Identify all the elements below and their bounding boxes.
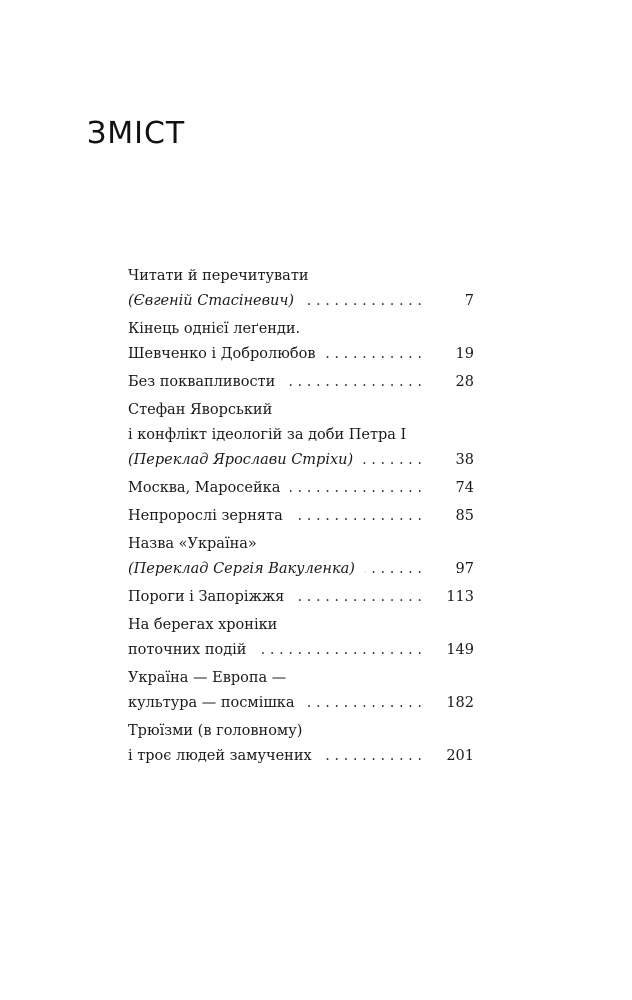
toc-entry-line: Непророслі зернята . . . . . . . . . . .… [128,504,474,529]
table-of-contents: Читати й перечитувати (Євгеній Стасіневич… [128,264,474,772]
toc-entry-line: і троє людей замучених . . . . . . . . .… [128,744,474,769]
toc-page-number: 7 [464,293,474,309]
toc-entry[interactable]: Без поквапливости . . . . . . . . . . . … [128,370,474,395]
toc-page-number: 97 [455,561,474,577]
toc-entry-title: Назва «Україна» [128,536,257,552]
toc-entry-title: Пороги і Запоріжжя [128,589,285,605]
toc-entry-title: (Євгеній Стасіневич) [128,293,295,309]
toc-entry-line: Кінець однієї леґенди. [128,317,474,342]
dot-leader: . . . . . . . . . . . . . . . . . . . . … [363,452,422,468]
toc-page-number: 85 [455,508,474,524]
toc-entry[interactable]: Пороги і Запоріжжя . . . . . . . . . . .… [128,585,474,610]
page-title: ЗМІСТ [87,116,186,151]
toc-entry-line: Стефан Яворський [128,398,474,423]
dot-leader: . . . . . . . . . . . . . . . . . . . . … [285,374,422,390]
toc-entry-line: Назва «Україна» [128,532,474,557]
toc-entry-line: поточних подій . . . . . . . . . . . . .… [128,638,474,663]
toc-entry-line: Шевченко і Добролюбов . . . . . . . . . … [128,342,474,367]
dot-leader: . . . . . . . . . . . . . . . . . . . . … [305,695,422,711]
toc-entry[interactable]: Непророслі зернята . . . . . . . . . . .… [128,504,474,529]
toc-entry-title: Шевченко і Добролюбов [128,346,316,362]
toc-entry-line: Читати й перечитувати [128,264,474,289]
toc-entry-title: Москва, Маросейка [128,480,281,496]
toc-page-number: 38 [455,452,474,468]
toc-entry[interactable]: Читати й перечитувати (Євгеній Стасіневич… [128,264,474,314]
toc-entry-line: (Переклад Ярослави Стріхи) . . . . . . .… [128,448,474,473]
toc-entry-line: Трюїзми (в головному) [128,719,474,744]
toc-entry-title: Непророслі зернята [128,508,283,524]
toc-page-number: 19 [455,346,474,362]
toc-entry-line: Україна — Европа — [128,666,474,691]
toc-entry-line: (Переклад Сергія Вакуленка) . . . . . . … [128,557,474,582]
dot-leader: . . . . . . . . . . . . . . . . . . . . … [322,748,422,764]
toc-entry[interactable]: Трюїзми (в головному) і троє людей замуче… [128,719,474,769]
toc-entry-title: і троє людей замучених [128,748,312,764]
dot-leader: . . . . . . . . . . . . . . . . . . . . … [294,589,422,605]
toc-entry-title: Стефан Яворський [128,402,273,418]
toc-page-number: 201 [446,748,474,764]
dot-leader: . . . . . . . . . . . . . . . . . . . . … [256,642,422,658]
dot-leader: . . . . . . . . . . . . . . . . . . . . … [293,508,422,524]
toc-entry[interactable]: Кінець однієї леґенди. Шевченко і Добролю… [128,317,474,367]
toc-entry-title: Кінець однієї леґенди. [128,321,301,337]
toc-entry-line: На берегах хроніки [128,613,474,638]
toc-entry-title: культура — посмішка [128,695,295,711]
toc-entry[interactable]: На берегах хроніки поточних подій . . . .… [128,613,474,663]
toc-entry-line: (Євгеній Стасіневич) . . . . . . . . . .… [128,289,474,314]
toc-entry-title: поточних подій [128,642,247,658]
toc-entry-title: Трюїзми (в головному) [128,723,303,739]
toc-entry[interactable]: Назва «Україна» (Переклад Сергія Вакуленк… [128,532,474,582]
toc-entry[interactable]: Стефан Яворський і конфлікт ідеологій за … [128,398,474,473]
toc-entry-title: Без поквапливости [128,374,276,390]
toc-entry-title: Читати й перечитувати [128,268,309,284]
toc-entry-line: і конфлікт ідеологій за доби Петра I [128,423,474,448]
dot-leader: . . . . . . . . . . . . . . . . . . . . … [290,480,422,496]
toc-entry-title: Україна — Европа — [128,670,287,686]
toc-entry-line: культура — посмішка . . . . . . . . . . … [128,691,474,716]
toc-entry-line: Москва, Маросейка . . . . . . . . . . . … [128,476,474,501]
toc-entry-title: На берегах хроніки [128,617,278,633]
toc-entry-line: Без поквапливости . . . . . . . . . . . … [128,370,474,395]
dot-leader: . . . . . . . . . . . . . . . . . . . . … [325,346,423,362]
dot-leader: . . . . . . . . . . . . . . . . . . . . … [365,561,422,577]
toc-page-number: 113 [446,589,474,605]
dot-leader: . . . . . . . . . . . . . . . . . . . . … [304,293,422,309]
toc-entry-title: і конфлікт ідеологій за доби Петра I [128,427,407,443]
toc-entry[interactable]: Україна — Европа — культура — посмішка . … [128,666,474,716]
toc-page-number: 182 [446,695,474,711]
toc-entry-line: Пороги і Запоріжжя . . . . . . . . . . .… [128,585,474,610]
toc-page-number: 149 [446,642,474,658]
toc-page-number: 74 [455,480,474,496]
toc-entry[interactable]: Москва, Маросейка . . . . . . . . . . . … [128,476,474,501]
toc-entry-title: (Переклад Ярослави Стріхи) [128,452,354,468]
toc-entry-title: (Переклад Сергія Вакуленка) [128,561,355,577]
toc-page-number: 28 [455,374,474,390]
